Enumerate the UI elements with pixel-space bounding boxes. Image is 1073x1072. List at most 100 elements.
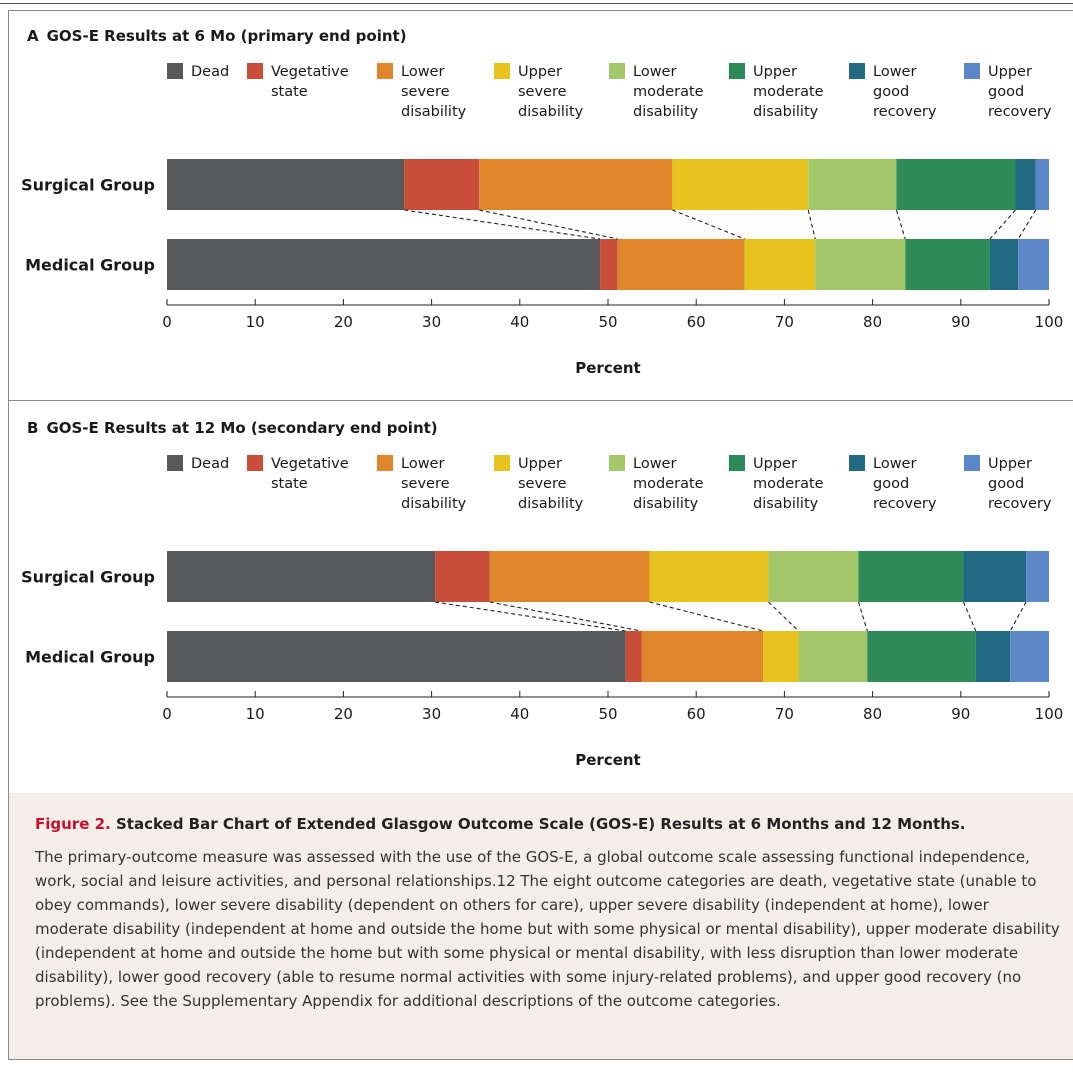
legend-label: Upper severe disability <box>518 456 584 512</box>
legend-swatch <box>494 455 510 471</box>
x-tick-label: 20 <box>334 705 353 723</box>
bar-surgical-group-lower-good-recovery <box>1015 159 1036 210</box>
bar-medical-group-upper-good-recovery <box>1018 239 1049 290</box>
legend-label: Lower moderate disability <box>633 64 704 120</box>
bar-medical-group-upper-severe-disability <box>763 631 799 682</box>
bar-medical-group-lower-severe-disability <box>617 239 745 290</box>
category-label: Surgical Group <box>21 568 155 587</box>
caption-title-text: Stacked Bar Chart of Extended Glasgow Ou… <box>115 815 966 833</box>
x-tick-label: 60 <box>687 313 706 331</box>
legend-label: Upper good recovery <box>988 456 1052 512</box>
boundary-connector <box>857 601 868 632</box>
boundary-connector <box>1017 209 1037 240</box>
x-tick-label: 20 <box>334 313 353 331</box>
legend-label: Upper good recovery <box>988 64 1052 120</box>
boundary-connector <box>989 209 1016 240</box>
legend-swatch <box>167 455 183 471</box>
legend-swatch <box>247 63 263 79</box>
panel-b-letter: B <box>27 419 39 437</box>
figure-caption: Figure 2. Stacked Bar Chart of Extended … <box>9 793 1073 1059</box>
x-tick-label: 80 <box>863 705 882 723</box>
category-label: Surgical Group <box>21 176 155 195</box>
legend-label: Lower good recovery <box>873 64 937 120</box>
legend-label: Vegetative state <box>271 64 349 100</box>
legend-swatch <box>167 63 183 79</box>
bar-medical-group-vegetative-state <box>600 239 618 290</box>
bar-medical-group-lower-moderate-disability <box>798 631 868 682</box>
x-axis-label: Percent <box>575 359 640 377</box>
bar-medical-group-vegetative-state <box>625 631 642 682</box>
panel-a-letter: A <box>27 27 39 45</box>
boundary-connector <box>1009 601 1027 632</box>
bar-surgical-group-upper-severe-disability <box>672 159 809 210</box>
panel-a: A GOS-E Results at 6 Mo (primary end poin… <box>9 11 1073 400</box>
x-tick-label: 10 <box>246 313 265 331</box>
bar-surgical-group-lower-severe-disability <box>489 551 650 602</box>
legend-swatch <box>729 455 745 471</box>
boundary-connector <box>768 601 799 632</box>
legend-swatch <box>964 63 980 79</box>
bar-surgical-group-lower-good-recovery <box>963 551 1027 602</box>
bar-medical-group-upper-moderate-disability <box>867 631 976 682</box>
x-tick-label: 50 <box>598 705 617 723</box>
legend-swatch <box>609 63 625 79</box>
bar-surgical-group-vegetative-state <box>435 551 490 602</box>
boundary-connector <box>672 209 745 240</box>
bar-medical-group-upper-severe-disability <box>744 239 816 290</box>
boundary-connector <box>479 209 618 240</box>
legend-a: Dead Vegetative state Lower severe disabil… <box>9 11 1073 120</box>
x-tick-label: 40 <box>510 313 529 331</box>
x-tick-label: 50 <box>598 313 617 331</box>
boundary-connector <box>489 601 642 632</box>
bar-medical-group-lower-good-recovery <box>975 631 1011 682</box>
bar-surgical-group-lower-moderate-disability <box>768 551 859 602</box>
bar-surgical-group-vegetative-state <box>404 159 480 210</box>
x-tick-label: 100 <box>1035 705 1064 723</box>
legend-label: Lower good recovery <box>873 456 937 512</box>
legend-label: Vegetative state <box>271 456 349 492</box>
bar-medical-group-lower-moderate-disability <box>815 239 906 290</box>
bar-medical-group-lower-good-recovery <box>989 239 1019 290</box>
chart-b: Surgical Group Medical Group 0 10 20 30 40 50 60… <box>21 551 1064 769</box>
legend-label: Lower severe disability <box>401 456 467 512</box>
legend-swatch <box>849 455 865 471</box>
x-tick-label: 60 <box>687 705 706 723</box>
panel-separator <box>9 400 1073 401</box>
legend-swatch <box>849 63 865 79</box>
bar-surgical-group-upper-severe-disability <box>649 551 769 602</box>
x-tick-label: 30 <box>422 705 441 723</box>
bar-surgical-group-dead <box>167 159 405 210</box>
legend-label: Lower severe disability <box>401 64 467 120</box>
boundary-connector <box>895 209 906 240</box>
panel-a-title-text: GOS-E Results at 6 Mo (primary end point… <box>46 27 407 45</box>
legend-label: Upper moderate disability <box>753 64 824 120</box>
x-tick-label: 70 <box>775 313 794 331</box>
legend-swatch <box>247 455 263 471</box>
caption-title: Figure 2. Stacked Bar Chart of Extended … <box>35 815 966 833</box>
legend-label: Lower moderate disability <box>633 456 704 512</box>
bar-medical-group-dead <box>167 239 601 290</box>
x-tick-label: 40 <box>510 705 529 723</box>
x-tick-label: 90 <box>951 313 970 331</box>
bar-surgical-group-upper-good-recovery <box>1035 159 1049 210</box>
legend-swatch <box>494 63 510 79</box>
x-tick-label: 30 <box>422 313 441 331</box>
bar-surgical-group-upper-moderate-disability <box>896 159 1016 210</box>
legend-b: Dead Vegetative state Lower severe disabil… <box>9 403 1073 512</box>
x-tick-label: 0 <box>162 313 172 331</box>
x-axis-label: Percent <box>575 751 640 769</box>
bar-medical-group-upper-moderate-disability <box>905 239 990 290</box>
panel-b: B GOS-E Results at 12 Mo (secondary end p… <box>9 403 1073 792</box>
x-tick-label: 0 <box>162 705 172 723</box>
category-label: Medical Group <box>25 256 155 275</box>
x-tick-label: 90 <box>951 705 970 723</box>
bar-medical-group-lower-severe-disability <box>641 631 764 682</box>
caption-figure-label: Figure 2. <box>35 815 111 833</box>
category-label: Medical Group <box>25 648 155 667</box>
boundary-connector <box>649 601 764 632</box>
x-tick-label: 100 <box>1035 313 1064 331</box>
legend-swatch <box>377 63 393 79</box>
x-tick-label: 10 <box>246 705 265 723</box>
panel-b-title: B GOS-E Results at 12 Mo (secondary end p… <box>27 419 438 437</box>
bar-surgical-group-lower-moderate-disability <box>808 159 897 210</box>
